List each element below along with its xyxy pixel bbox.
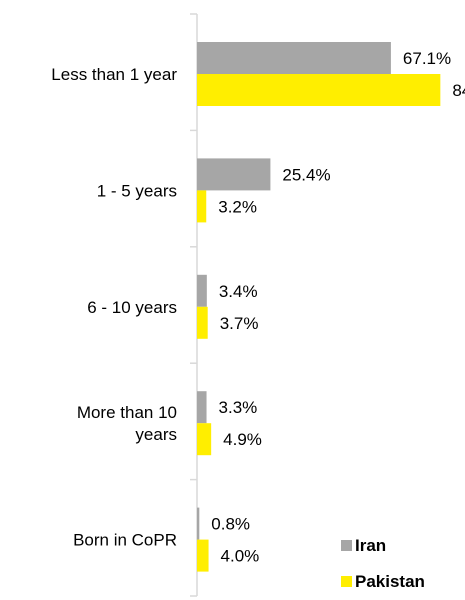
legend-swatch-iran bbox=[341, 540, 352, 551]
category-label: Born in CoPR bbox=[73, 531, 177, 550]
data-label: 25.4% bbox=[282, 165, 330, 184]
bar-iran bbox=[197, 274, 207, 307]
data-label: 3.7% bbox=[220, 314, 259, 333]
category-label: More than 10 bbox=[77, 403, 177, 422]
bar-pakistan bbox=[197, 190, 207, 223]
category-label: 6 - 10 years bbox=[87, 298, 177, 317]
data-label: 3.4% bbox=[219, 282, 258, 301]
bar-iran bbox=[197, 391, 207, 424]
bar-iran bbox=[197, 158, 271, 191]
bar-pakistan bbox=[197, 74, 441, 106]
data-label: 3.3% bbox=[219, 398, 258, 417]
category-axis: Less than 1 year 1 - 5 years 6 - 10 years M… bbox=[51, 13, 198, 597]
data-label: 84.2% bbox=[452, 81, 465, 100]
data-label: 67.1% bbox=[403, 49, 451, 68]
bar-pakistan bbox=[197, 423, 212, 456]
bar-pakistan bbox=[197, 306, 208, 339]
bars bbox=[197, 42, 441, 572]
labels: 67.1%84.2% 25.4% 3.2% 3.4% 3.7% 3.3% 4.9% 0.8% 4… bbox=[211, 49, 465, 566]
legend-label: Pakistan bbox=[355, 572, 425, 591]
category-label: Less than 1 year bbox=[51, 65, 177, 84]
bar-iran bbox=[197, 507, 200, 540]
legend-swatch-pakistan bbox=[341, 576, 352, 587]
data-label: 4.9% bbox=[223, 430, 262, 449]
legend: Iran Pakistan bbox=[341, 536, 425, 591]
bar-pakistan bbox=[197, 539, 209, 572]
data-label: 3.2% bbox=[218, 197, 257, 216]
bar-iran bbox=[197, 42, 391, 74]
data-label: 4.0% bbox=[221, 547, 260, 566]
category-label: 1 - 5 years bbox=[97, 181, 177, 200]
category-label: years bbox=[135, 425, 177, 444]
legend-label: Iran bbox=[355, 536, 386, 555]
data-label: 0.8% bbox=[211, 515, 250, 534]
